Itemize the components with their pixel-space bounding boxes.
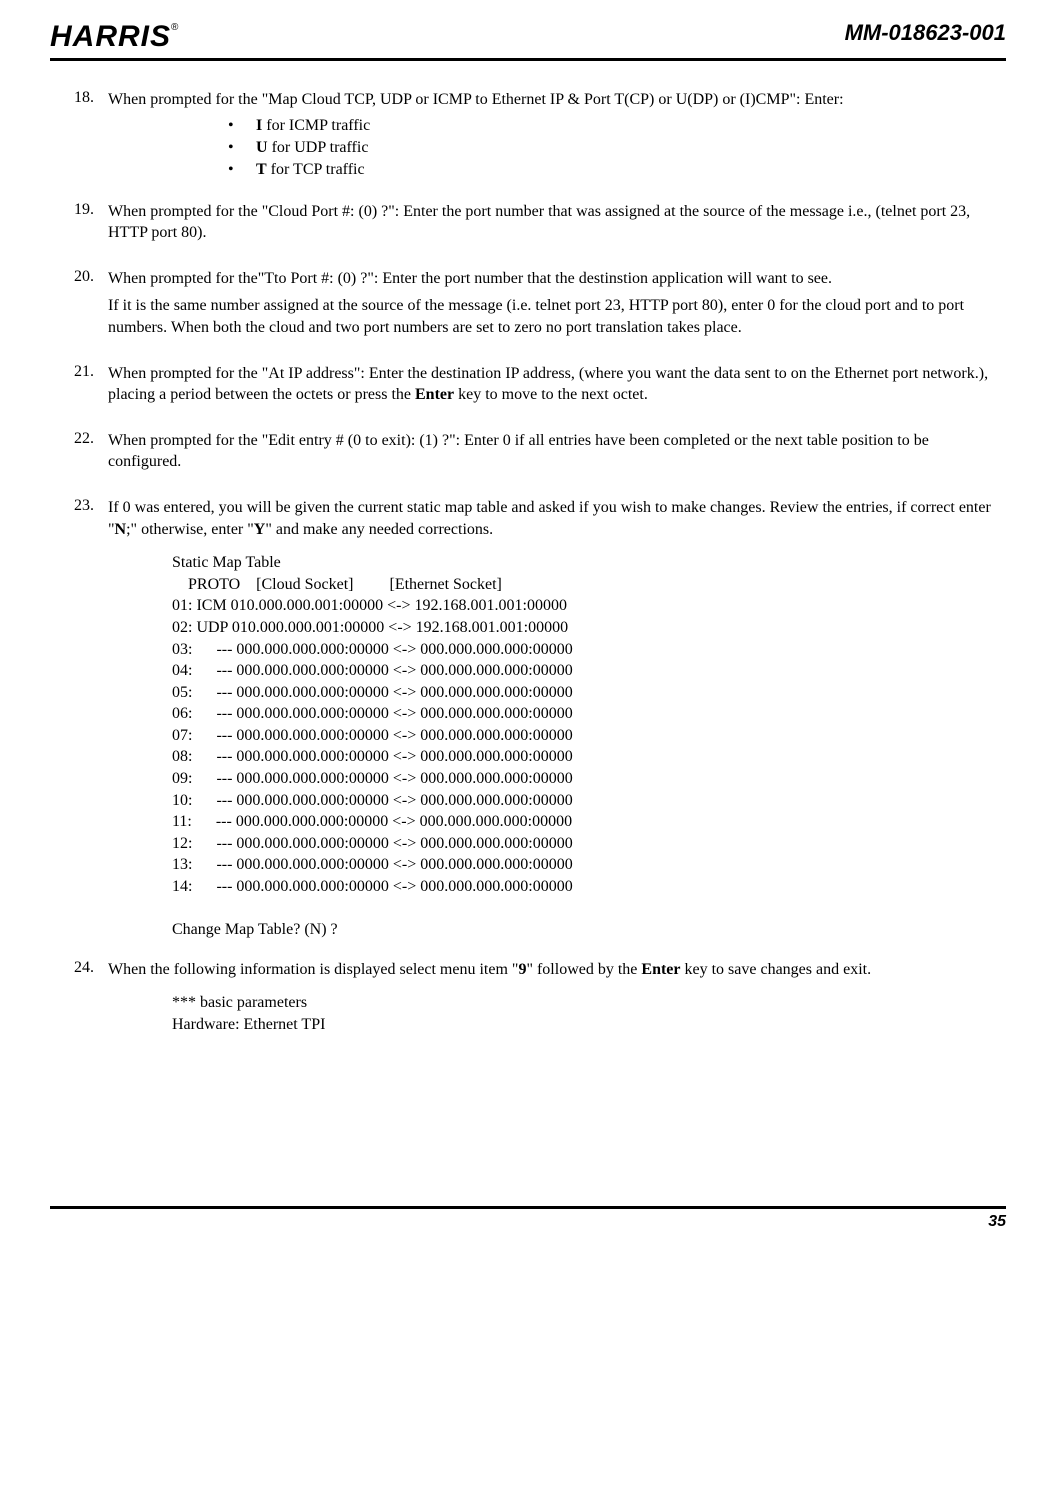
step-23: 23. If 0 was entered, you will be given … <box>74 497 998 941</box>
key-t: T <box>256 161 267 178</box>
step-text: When prompted for the "At IP address": E… <box>108 363 998 406</box>
step-text: When prompted for the"Tto Port #: (0) ?"… <box>108 268 998 290</box>
step-body: When prompted for the"Tto Port #: (0) ?"… <box>108 268 998 345</box>
text-span: key to move to the next octet. <box>454 386 648 403</box>
text-span: key to save changes and exit. <box>681 961 872 978</box>
step-22: 22. When prompted for the "Edit entry # … <box>74 430 998 479</box>
basic-parameters-block: *** basic parameters Hardware: Ethernet … <box>172 992 998 1035</box>
step-19: 19. When prompted for the "Cloud Port #:… <box>74 201 998 250</box>
step-body: When prompted for the "At IP address": E… <box>108 363 998 412</box>
document-number: MM-018623-001 <box>845 20 1006 46</box>
text-span: " followed by the <box>526 961 641 978</box>
bullet-list: I for ICMP traffic U for UDP traffic T f… <box>228 117 998 179</box>
bullet-text: for UDP traffic <box>268 139 369 156</box>
bullet-text: for TCP traffic <box>267 161 365 178</box>
step-body: When prompted for the "Edit entry # (0 t… <box>108 430 998 479</box>
key-y: Y <box>254 521 266 538</box>
step-text: When the following information is displa… <box>108 959 998 981</box>
text-span: When the following information is displa… <box>108 961 518 978</box>
step-text: When prompted for the "Map Cloud TCP, UD… <box>108 89 998 111</box>
bullet-item: I for ICMP traffic <box>228 117 998 135</box>
step-number: 18. <box>74 89 108 183</box>
bullet-item: T for TCP traffic <box>228 161 998 179</box>
enter-key: Enter <box>641 961 680 978</box>
bullet-text: for ICMP traffic <box>262 117 370 134</box>
page-content: 18. When prompted for the "Map Cloud TCP… <box>50 89 1006 1036</box>
step-text: If 0 was entered, you will be given the … <box>108 497 998 540</box>
text-span: ;" otherwise, enter " <box>126 521 254 538</box>
step-18: 18. When prompted for the "Map Cloud TCP… <box>74 89 998 183</box>
page-number: 35 <box>988 1213 1006 1230</box>
step-number: 23. <box>74 497 108 941</box>
step-body: When the following information is displa… <box>108 959 998 1036</box>
step-text: If it is the same number assigned at the… <box>108 295 998 338</box>
step-24: 24. When the following information is di… <box>74 959 998 1036</box>
step-number: 19. <box>74 201 108 250</box>
step-20: 20. When prompted for the"Tto Port #: (0… <box>74 268 998 345</box>
logo-text: HARRIS <box>50 20 171 53</box>
static-map-table: Static Map Table PROTO [Cloud Socket] [E… <box>172 552 998 941</box>
enter-key: Enter <box>415 386 454 403</box>
step-number: 20. <box>74 268 108 345</box>
bullet-item: U for UDP traffic <box>228 139 998 157</box>
step-body: When prompted for the "Cloud Port #: (0)… <box>108 201 998 250</box>
page-footer: 35 <box>50 1206 1006 1231</box>
key-u: U <box>256 139 268 156</box>
step-21: 21. When prompted for the "At IP address… <box>74 363 998 412</box>
step-number: 22. <box>74 430 108 479</box>
step-text: When prompted for the "Edit entry # (0 t… <box>108 430 998 473</box>
step-text: When prompted for the "Cloud Port #: (0)… <box>108 201 998 244</box>
logo-reg: ® <box>171 22 179 33</box>
harris-logo: HARRIS® <box>50 20 179 54</box>
step-body: If 0 was entered, you will be given the … <box>108 497 998 941</box>
text-span: " and make any needed corrections. <box>265 521 493 538</box>
step-body: When prompted for the "Map Cloud TCP, UD… <box>108 89 998 183</box>
key-n: N <box>115 521 127 538</box>
page-header: HARRIS® MM-018623-001 <box>50 20 1006 61</box>
step-number: 24. <box>74 959 108 1036</box>
step-number: 21. <box>74 363 108 412</box>
